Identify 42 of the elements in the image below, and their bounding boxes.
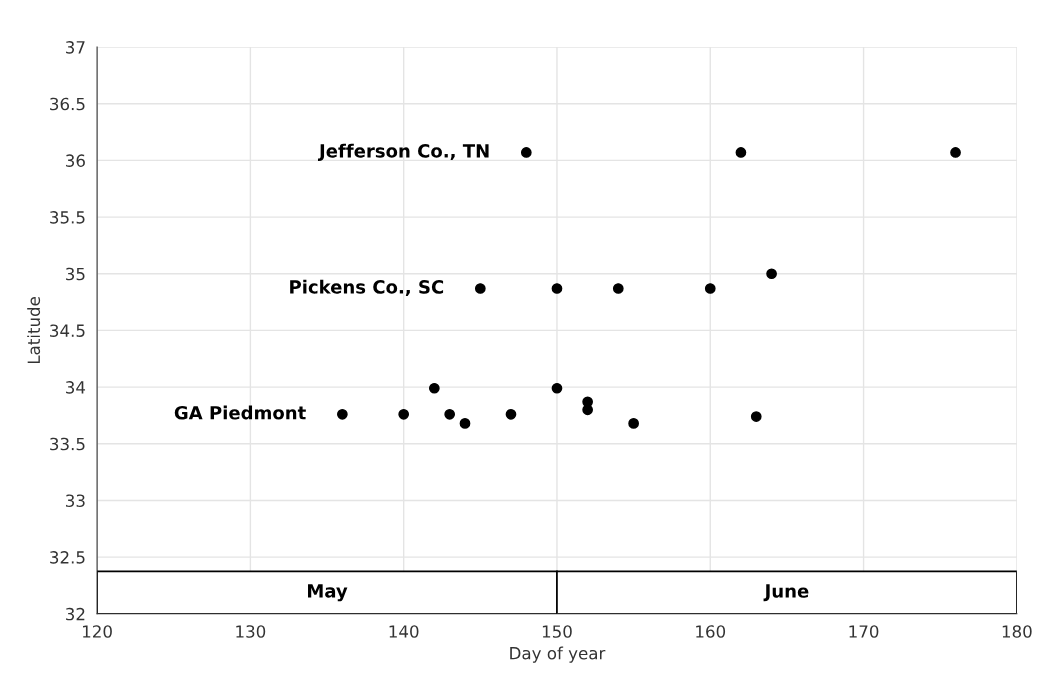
- point: [474, 283, 486, 294]
- point: [444, 408, 456, 420]
- y-tick-label: 33: [66, 494, 85, 508]
- y-tick-label: 35.5: [50, 211, 85, 224]
- x-tick-label: 130: [236, 625, 266, 638]
- series-label: Pickens Co., SC: [290, 279, 444, 297]
- series-label: GA Piedmont: [174, 405, 306, 420]
- x-axis-title: Day of year: [510, 646, 606, 663]
- y-tick-label: 35: [66, 267, 85, 281]
- point: [950, 147, 961, 158]
- point: [750, 411, 762, 422]
- point: [766, 268, 777, 280]
- y-tick-label: 33.5: [50, 437, 85, 451]
- y-tick-label: 34: [66, 381, 86, 394]
- x-tick-label: 160: [696, 625, 726, 638]
- band-label: May: [308, 584, 348, 602]
- y-tick-label: 32.5: [50, 551, 85, 564]
- y-tick-label: 37: [66, 41, 85, 54]
- point: [428, 382, 440, 394]
- point: [628, 418, 639, 429]
- x-tick-label: 140: [389, 625, 419, 638]
- point: [520, 147, 532, 158]
- band-label: June: [763, 584, 809, 602]
- point: [551, 283, 563, 294]
- series-label: Jefferson Co., TN: [317, 143, 489, 162]
- x-tick-label: 120: [83, 625, 112, 638]
- y-axis-title: Latitude: [27, 297, 41, 364]
- x-tick-label: 180: [1002, 625, 1032, 638]
- point: [459, 418, 471, 429]
- y-tick-label: 36.5: [50, 97, 85, 111]
- point: [551, 382, 563, 394]
- point: [337, 408, 348, 420]
- point: [735, 147, 747, 158]
- point: [704, 283, 716, 294]
- y-tick-label: 34.5: [50, 324, 85, 337]
- y-tick-label: 36: [66, 154, 85, 167]
- point: [398, 408, 410, 420]
- point: [612, 283, 624, 294]
- point: [505, 408, 517, 420]
- x-tick-label: 150: [542, 625, 572, 638]
- x-tick-label: 170: [849, 625, 879, 638]
- y-tick-label: 32: [66, 607, 85, 621]
